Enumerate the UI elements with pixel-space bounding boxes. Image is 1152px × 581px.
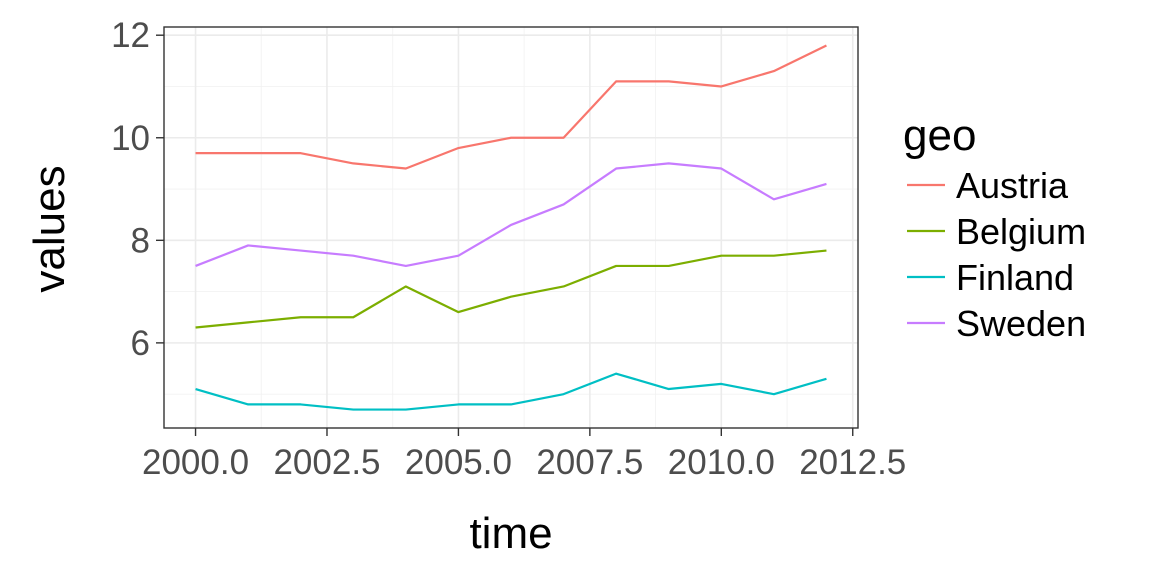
legend-title: geo <box>903 111 976 160</box>
plot-panel-border <box>163 26 859 429</box>
y-axis-title: values <box>25 165 74 292</box>
x-tick-label: 2000.0 <box>142 443 249 482</box>
legend: geo Austria Belgium Finland Sweden <box>903 111 1086 344</box>
plot-panel <box>164 27 858 428</box>
series-line-austria <box>195 44 827 170</box>
y-tick-label: 10 <box>111 119 150 158</box>
legend-label-sweden: Sweden <box>956 303 1086 344</box>
x-tick-label: 2002.5 <box>273 443 380 482</box>
major-gridlines <box>164 27 858 428</box>
legend-items: Austria Belgium Finland Sweden <box>907 165 1086 344</box>
minor-gridlines <box>164 27 858 428</box>
x-tick-label: 2007.5 <box>536 443 643 482</box>
series-line-finland <box>195 372 827 411</box>
x-tick-label: 2005.0 <box>405 443 512 482</box>
y-tick-label: 8 <box>131 221 150 260</box>
y-axis: 6 8 10 12 <box>111 16 164 363</box>
x-tick-label: 2010.0 <box>668 443 775 482</box>
series-line-belgium <box>195 249 827 329</box>
series-lines <box>195 44 827 411</box>
y-tick-label: 12 <box>111 16 150 55</box>
legend-label-austria: Austria <box>956 165 1069 206</box>
legend-label-finland: Finland <box>956 257 1074 298</box>
x-axis-title: time <box>469 509 552 558</box>
y-tick-label: 6 <box>131 324 150 363</box>
x-axis: 2000.0 2002.5 2005.0 2007.5 2010.0 2012.5 <box>142 428 906 482</box>
x-tick-label: 2012.5 <box>799 443 906 482</box>
series-line-sweden <box>195 162 827 268</box>
legend-label-belgium: Belgium <box>956 211 1086 252</box>
